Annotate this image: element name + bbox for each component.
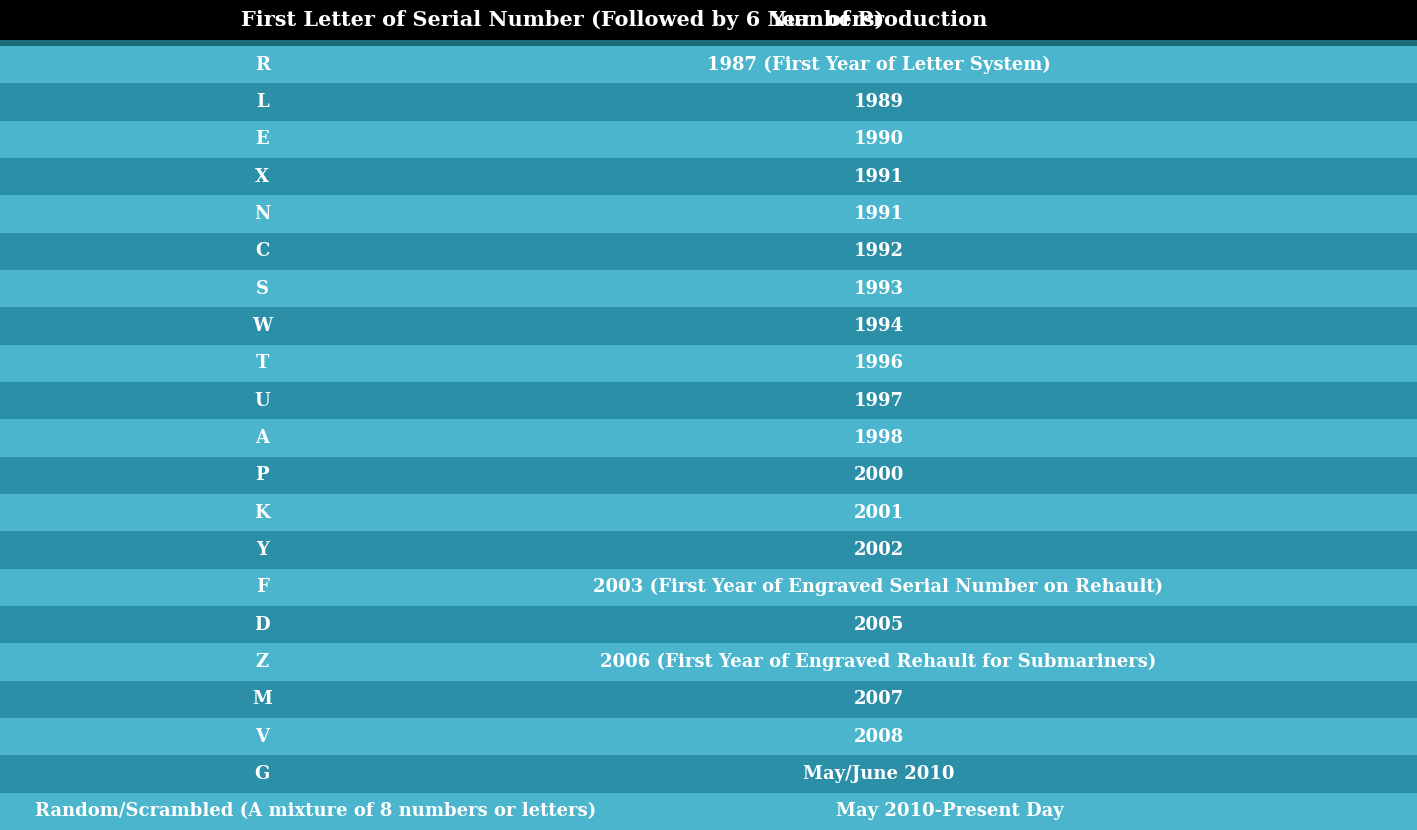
Text: 1987 (First Year of Letter System): 1987 (First Year of Letter System) bbox=[707, 56, 1050, 74]
Text: 1992: 1992 bbox=[853, 242, 904, 261]
Bar bbox=[0, 531, 1417, 569]
Text: 1994: 1994 bbox=[853, 317, 904, 335]
Text: 1991: 1991 bbox=[853, 168, 904, 186]
Bar bbox=[0, 307, 1417, 309]
Bar bbox=[0, 232, 1417, 270]
Bar bbox=[0, 195, 1417, 197]
Bar bbox=[0, 793, 1417, 794]
Text: C: C bbox=[255, 242, 269, 261]
Text: Z: Z bbox=[255, 653, 269, 671]
Bar bbox=[0, 606, 1417, 643]
Bar bbox=[0, 457, 1417, 494]
Bar bbox=[0, 120, 1417, 158]
Text: W: W bbox=[252, 317, 272, 335]
Bar bbox=[0, 83, 1417, 85]
Text: K: K bbox=[254, 504, 271, 522]
Bar bbox=[0, 681, 1417, 718]
Bar bbox=[0, 344, 1417, 346]
Bar bbox=[0, 83, 1417, 120]
Text: V: V bbox=[255, 728, 269, 745]
Text: P: P bbox=[255, 466, 269, 485]
Text: T: T bbox=[255, 354, 269, 373]
Bar bbox=[0, 755, 1417, 793]
Text: 2008: 2008 bbox=[853, 728, 904, 745]
Text: 2005: 2005 bbox=[853, 616, 904, 633]
Bar bbox=[0, 46, 1417, 83]
Bar bbox=[0, 120, 1417, 122]
Text: May/June 2010: May/June 2010 bbox=[803, 765, 954, 783]
Bar bbox=[0, 606, 1417, 608]
Bar bbox=[0, 382, 1417, 383]
Text: First Letter of Serial Number (Followed by 6 Numbers): First Letter of Serial Number (Followed … bbox=[241, 10, 884, 30]
Bar bbox=[0, 643, 1417, 681]
Bar bbox=[0, 40, 1417, 46]
Text: D: D bbox=[254, 616, 271, 633]
Bar bbox=[0, 718, 1417, 720]
Text: 2002: 2002 bbox=[853, 541, 904, 559]
Bar bbox=[0, 419, 1417, 421]
Text: 1998: 1998 bbox=[853, 429, 904, 447]
Bar bbox=[0, 344, 1417, 382]
Bar bbox=[0, 494, 1417, 531]
Bar bbox=[0, 718, 1417, 755]
Text: E: E bbox=[255, 130, 269, 149]
Bar bbox=[0, 531, 1417, 533]
Text: 1993: 1993 bbox=[853, 280, 904, 298]
Bar bbox=[0, 569, 1417, 606]
Text: 2003 (First Year of Engraved Serial Number on Rehault): 2003 (First Year of Engraved Serial Numb… bbox=[594, 579, 1163, 597]
Text: G: G bbox=[255, 765, 269, 783]
Text: L: L bbox=[256, 93, 268, 111]
Bar bbox=[0, 569, 1417, 570]
Bar bbox=[0, 307, 1417, 344]
Bar bbox=[0, 270, 1417, 307]
Bar bbox=[0, 457, 1417, 458]
Bar bbox=[0, 643, 1417, 645]
Text: M: M bbox=[252, 691, 272, 708]
Text: 2000: 2000 bbox=[853, 466, 904, 485]
Text: Random/Scrambled (A mixture of 8 numbers or letters): Random/Scrambled (A mixture of 8 numbers… bbox=[35, 803, 597, 820]
Bar bbox=[0, 0, 1417, 40]
Text: 1989: 1989 bbox=[853, 93, 904, 111]
Text: A: A bbox=[255, 429, 269, 447]
Bar bbox=[0, 158, 1417, 159]
Text: X: X bbox=[255, 168, 269, 186]
Bar bbox=[0, 793, 1417, 830]
Text: 1991: 1991 bbox=[853, 205, 904, 223]
Text: U: U bbox=[254, 392, 271, 410]
Text: 2007: 2007 bbox=[853, 691, 904, 708]
Bar bbox=[0, 270, 1417, 271]
Text: S: S bbox=[255, 280, 269, 298]
Bar bbox=[0, 755, 1417, 757]
Text: 1990: 1990 bbox=[853, 130, 904, 149]
Text: 2006 (First Year of Engraved Rehault for Submariners): 2006 (First Year of Engraved Rehault for… bbox=[601, 653, 1156, 671]
Bar bbox=[0, 382, 1417, 419]
Bar bbox=[0, 681, 1417, 682]
Text: Y: Y bbox=[255, 541, 269, 559]
Text: F: F bbox=[255, 579, 269, 596]
Bar bbox=[0, 419, 1417, 456]
Text: Year of Production: Year of Production bbox=[769, 10, 988, 30]
Bar bbox=[0, 494, 1417, 496]
Text: R: R bbox=[255, 56, 269, 74]
Text: 1996: 1996 bbox=[853, 354, 904, 373]
Text: 2001: 2001 bbox=[853, 504, 904, 522]
Bar bbox=[0, 232, 1417, 234]
Bar bbox=[0, 158, 1417, 195]
Text: May 2010-Present Day: May 2010-Present Day bbox=[836, 803, 1063, 820]
Text: 1997: 1997 bbox=[853, 392, 904, 410]
Bar bbox=[0, 195, 1417, 232]
Text: N: N bbox=[254, 205, 271, 223]
